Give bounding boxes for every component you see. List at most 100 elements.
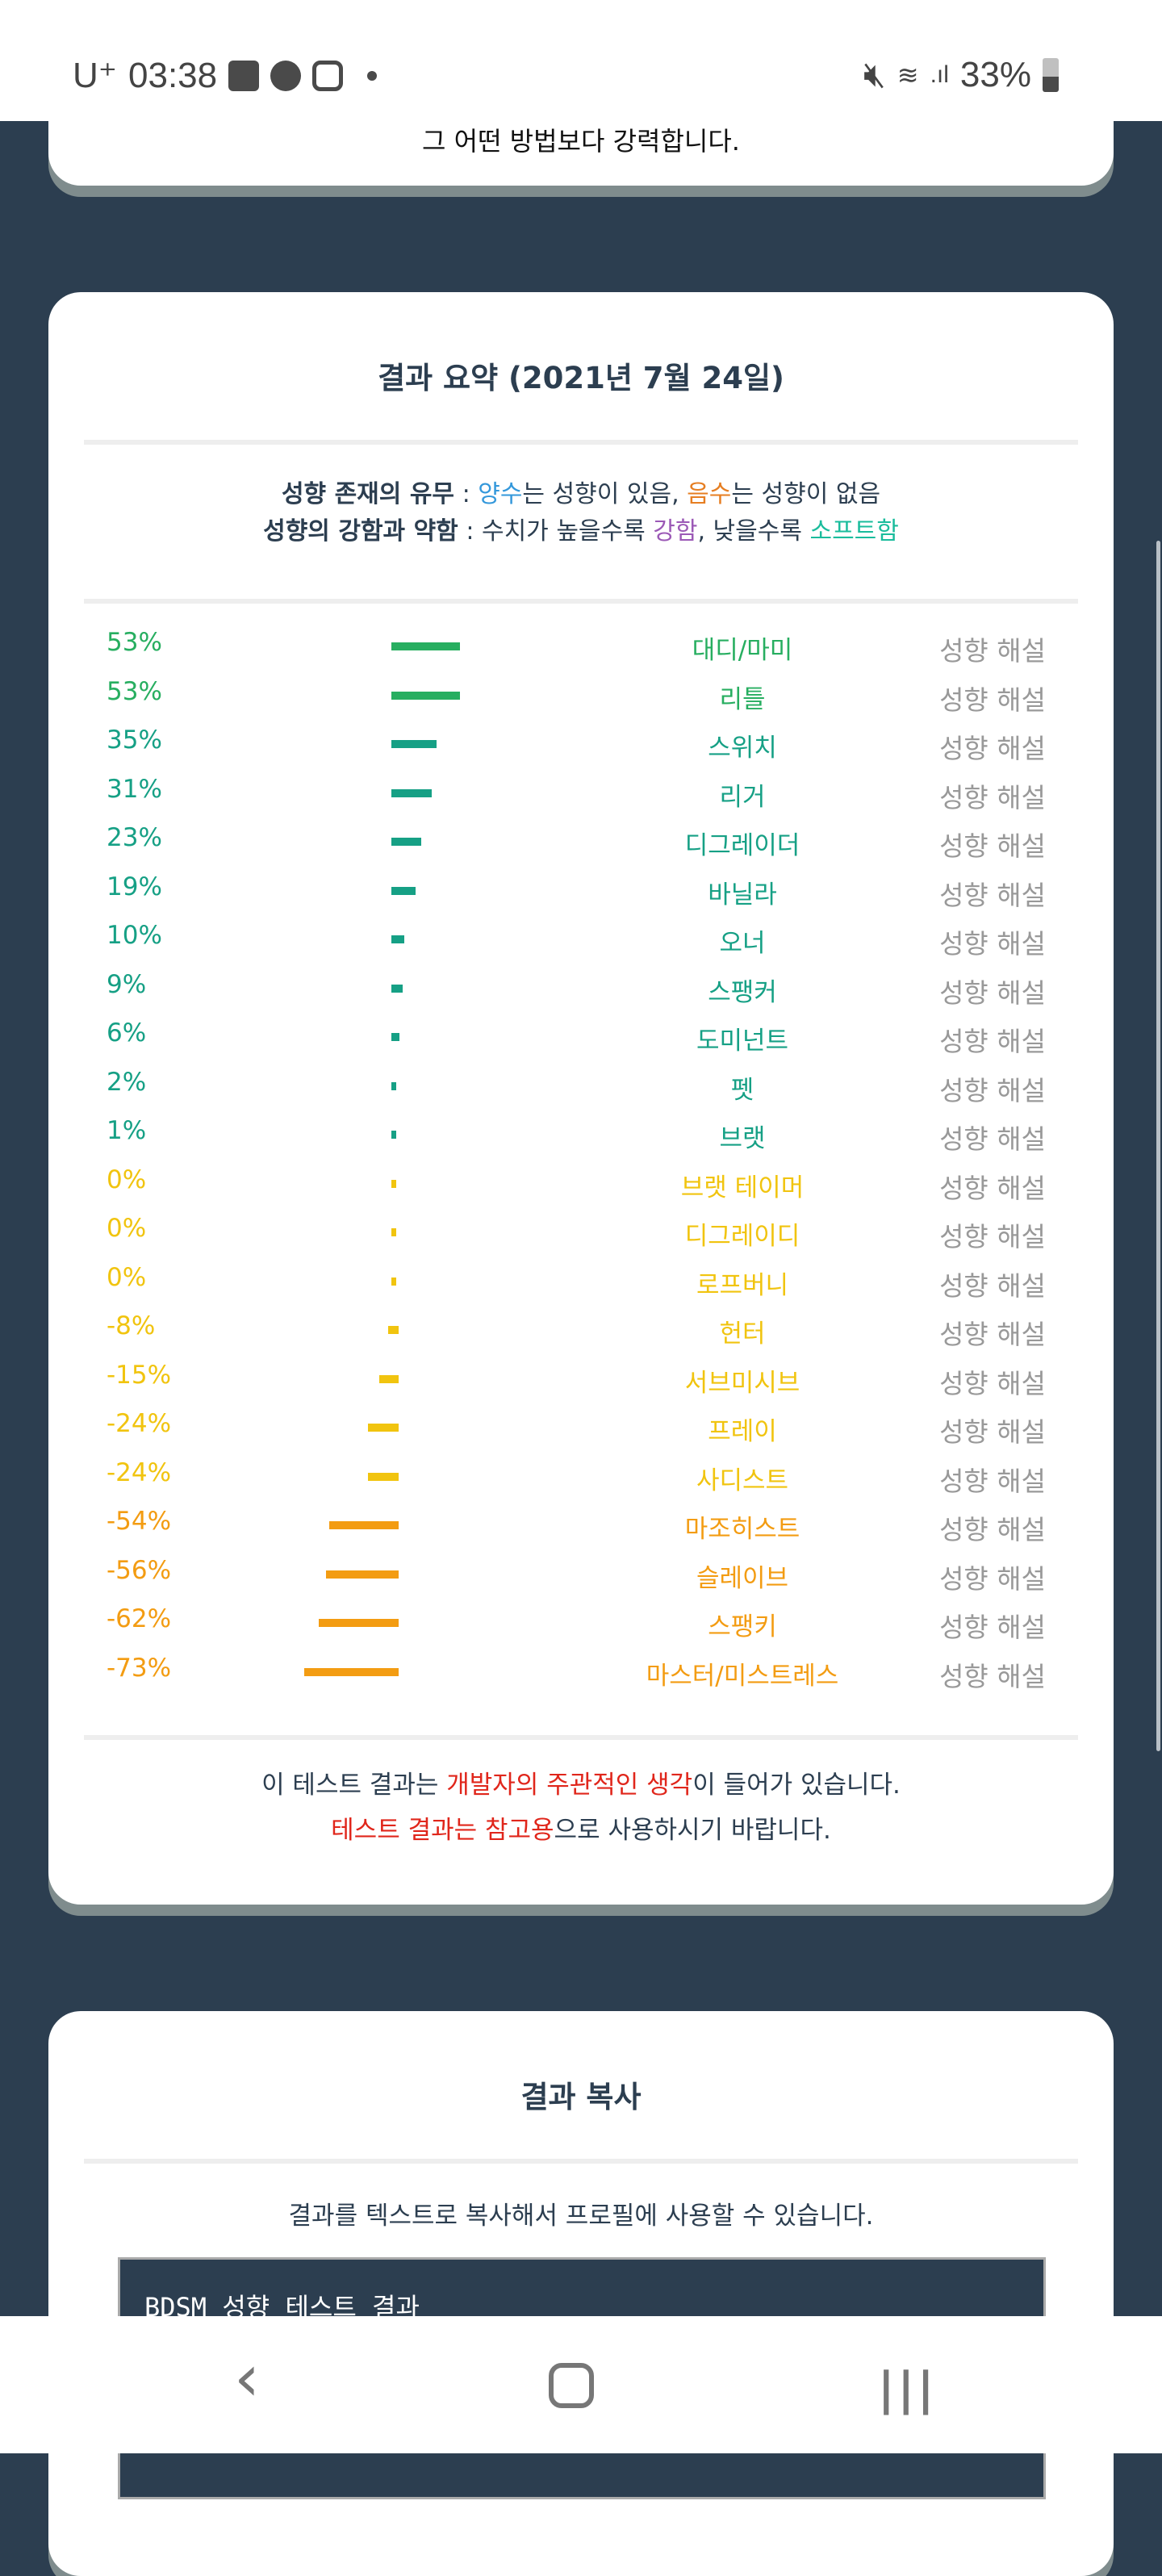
trait-explanation-link[interactable]: 성향 해설 — [939, 1612, 1046, 1643]
disclaimer: 이 테스트 결과는 개발자의 주관적인 생각이 들어가 있습니다. 테스트 결과… — [48, 1763, 1114, 1853]
disclaimer-line-2: 테스트 결과는 참고용으로 사용하시기 바랍니다. — [48, 1808, 1114, 1853]
text: 는 성향이 없음 — [731, 480, 881, 508]
trait-explanation-link[interactable]: 성향 해설 — [939, 1319, 1046, 1350]
trait-name[interactable]: 서브미시브 — [684, 1368, 800, 1398]
notification-dot-icon — [367, 70, 378, 81]
trait-name[interactable]: 프레이 — [708, 1417, 777, 1446]
trait-name[interactable]: 마스터/미스트레스 — [646, 1661, 839, 1691]
home-button[interactable] — [549, 2363, 594, 2408]
negative-word: 음수 — [687, 480, 732, 508]
score-bar — [326, 1570, 399, 1579]
clock: 03:38 — [128, 55, 218, 95]
trait-name[interactable]: 리틀 — [719, 684, 766, 714]
percent-value: -54% — [107, 1507, 172, 1536]
result-row: 23% 디그레이더 성향 해설 — [48, 817, 1114, 865]
trait-explanation-link[interactable]: 성향 해설 — [939, 928, 1046, 960]
trait-name[interactable]: 디그레이디 — [684, 1222, 800, 1251]
trait-explanation-link[interactable]: 성향 해설 — [939, 976, 1046, 1009]
trait-name[interactable]: 펫 — [730, 1075, 754, 1105]
score-bar — [391, 1228, 396, 1236]
result-row: 31% 리거 성향 해설 — [48, 768, 1114, 817]
trait-name[interactable]: 대디/마미 — [692, 636, 793, 665]
instagram-icon — [312, 60, 344, 91]
trait-name[interactable]: 헌터 — [719, 1319, 766, 1349]
navigation-bar: ‹ ||| — [0, 2316, 1162, 2453]
trait-name[interactable]: 도미넌트 — [696, 1027, 789, 1056]
trait-explanation-link[interactable]: 성향 해설 — [939, 830, 1046, 862]
positive-word: 양수 — [478, 480, 523, 508]
trait-explanation-link[interactable]: 성향 해설 — [939, 1172, 1046, 1204]
result-row: -62% 스팽키 성향 해설 — [48, 1598, 1114, 1646]
percent-value: -62% — [107, 1604, 172, 1633]
trait-explanation-link[interactable]: 성향 해설 — [939, 1660, 1046, 1692]
percent-value: 2% — [107, 1067, 147, 1097]
wifi-icon: ≋ — [897, 61, 919, 90]
back-button[interactable]: ‹ — [234, 2340, 260, 2415]
trait-explanation-link[interactable]: 성향 해설 — [939, 635, 1046, 667]
result-row: -24% 사디스트 성향 해설 — [48, 1452, 1114, 1500]
trait-explanation-link[interactable]: 성향 해설 — [939, 879, 1046, 911]
disclaimer-line-1: 이 테스트 결과는 개발자의 주관적인 생각이 들어가 있습니다. — [48, 1763, 1114, 1808]
trait-explanation-link[interactable]: 성향 해설 — [939, 1465, 1046, 1497]
text: 수치가 높을수록 — [481, 517, 654, 546]
percent-value: 0% — [107, 1262, 147, 1292]
trait-explanation-link[interactable]: 성향 해설 — [939, 1514, 1046, 1545]
status-bar: U⁺ 03:38 🔇︎ ≋ .ıl 33% — [0, 0, 1162, 121]
text: 이 테스트 결과는 — [261, 1771, 447, 1800]
trait-name[interactable]: 오너 — [719, 929, 766, 958]
legend-line-1: 성향 존재의 유무 : 양수는 성향이 있음, 음수는 성향이 없음 — [48, 476, 1114, 513]
result-row: 1% 브랫 성향 해설 — [48, 1110, 1114, 1158]
result-row: 6% 도미넌트 성향 해설 — [48, 1012, 1114, 1060]
result-row: -56% 슬레이브 성향 해설 — [48, 1549, 1114, 1598]
trait-name[interactable]: 디그레이더 — [684, 831, 800, 860]
trait-explanation-link[interactable]: 성향 해설 — [939, 684, 1046, 716]
percent-value: -56% — [107, 1555, 172, 1585]
trait-name[interactable]: 슬레이브 — [696, 1563, 789, 1593]
score-bar — [391, 788, 432, 797]
percent-value: -73% — [107, 1653, 172, 1683]
trait-explanation-link[interactable]: 성향 해설 — [939, 1221, 1046, 1252]
trait-name[interactable]: 스위치 — [708, 734, 777, 763]
score-bar — [379, 1374, 399, 1383]
percent-value: -15% — [107, 1360, 172, 1390]
battery-percent: 33% — [959, 55, 1031, 94]
trait-explanation-link[interactable]: 성향 해설 — [939, 1026, 1046, 1057]
trait-name[interactable]: 바닐라 — [708, 880, 777, 910]
trait-name[interactable]: 마조히스트 — [684, 1515, 800, 1544]
result-row: 19% 바닐라 성향 해설 — [48, 866, 1114, 914]
recents-button[interactable]: ||| — [878, 2363, 938, 2415]
summary-card: 결과 요약 (2021년 7월 24일) 성향 존재의 유무 : 양수는 성향이… — [48, 292, 1114, 1905]
percent-value: 35% — [107, 726, 162, 755]
result-row: -24% 프레이 성향 해설 — [48, 1403, 1114, 1451]
intro-text: 그 어떤 방법보다 강력합니다. — [422, 126, 740, 157]
result-row: -54% 마조히스트 성향 해설 — [48, 1500, 1114, 1549]
percent-value: 53% — [107, 628, 162, 657]
trait-explanation-link[interactable]: 성향 해설 — [939, 1416, 1046, 1448]
percent-value: 31% — [107, 774, 162, 804]
trait-name[interactable]: 로프버니 — [696, 1270, 789, 1300]
result-row: 53% 대디/마미 성향 해설 — [48, 621, 1114, 670]
trait-name[interactable]: 스팽커 — [708, 977, 777, 1007]
result-row: 10% 오너 성향 해설 — [48, 914, 1114, 963]
result-row: 0% 디그레이디 성향 해설 — [48, 1207, 1114, 1256]
text: , 낮을수록 — [697, 517, 810, 546]
trait-name[interactable]: 브랫 테이머 — [680, 1173, 805, 1202]
scrollbar[interactable] — [1156, 541, 1160, 1751]
trait-explanation-link[interactable]: 성향 해설 — [939, 1074, 1046, 1106]
result-row: 2% 펫 성향 해설 — [48, 1061, 1114, 1110]
trait-explanation-link[interactable]: 성향 해설 — [939, 1367, 1046, 1399]
trait-explanation-link[interactable]: 성향 해설 — [939, 733, 1046, 764]
trait-name[interactable]: 브랫 — [719, 1124, 766, 1153]
trait-name[interactable]: 리거 — [719, 782, 766, 812]
score-bar — [367, 1472, 399, 1481]
result-row: -8% 헌터 성향 해설 — [48, 1305, 1114, 1353]
trait-explanation-link[interactable]: 성향 해설 — [939, 1123, 1046, 1155]
trait-explanation-link[interactable]: 성향 해설 — [939, 1269, 1046, 1302]
trait-name[interactable]: 스팽키 — [708, 1612, 777, 1641]
percent-value: 0% — [107, 1214, 147, 1243]
percent-value: 9% — [107, 969, 147, 999]
percent-value: 19% — [107, 872, 162, 901]
trait-explanation-link[interactable]: 성향 해설 — [939, 1562, 1046, 1595]
trait-explanation-link[interactable]: 성향 해설 — [939, 781, 1046, 813]
trait-name[interactable]: 사디스트 — [696, 1466, 789, 1495]
